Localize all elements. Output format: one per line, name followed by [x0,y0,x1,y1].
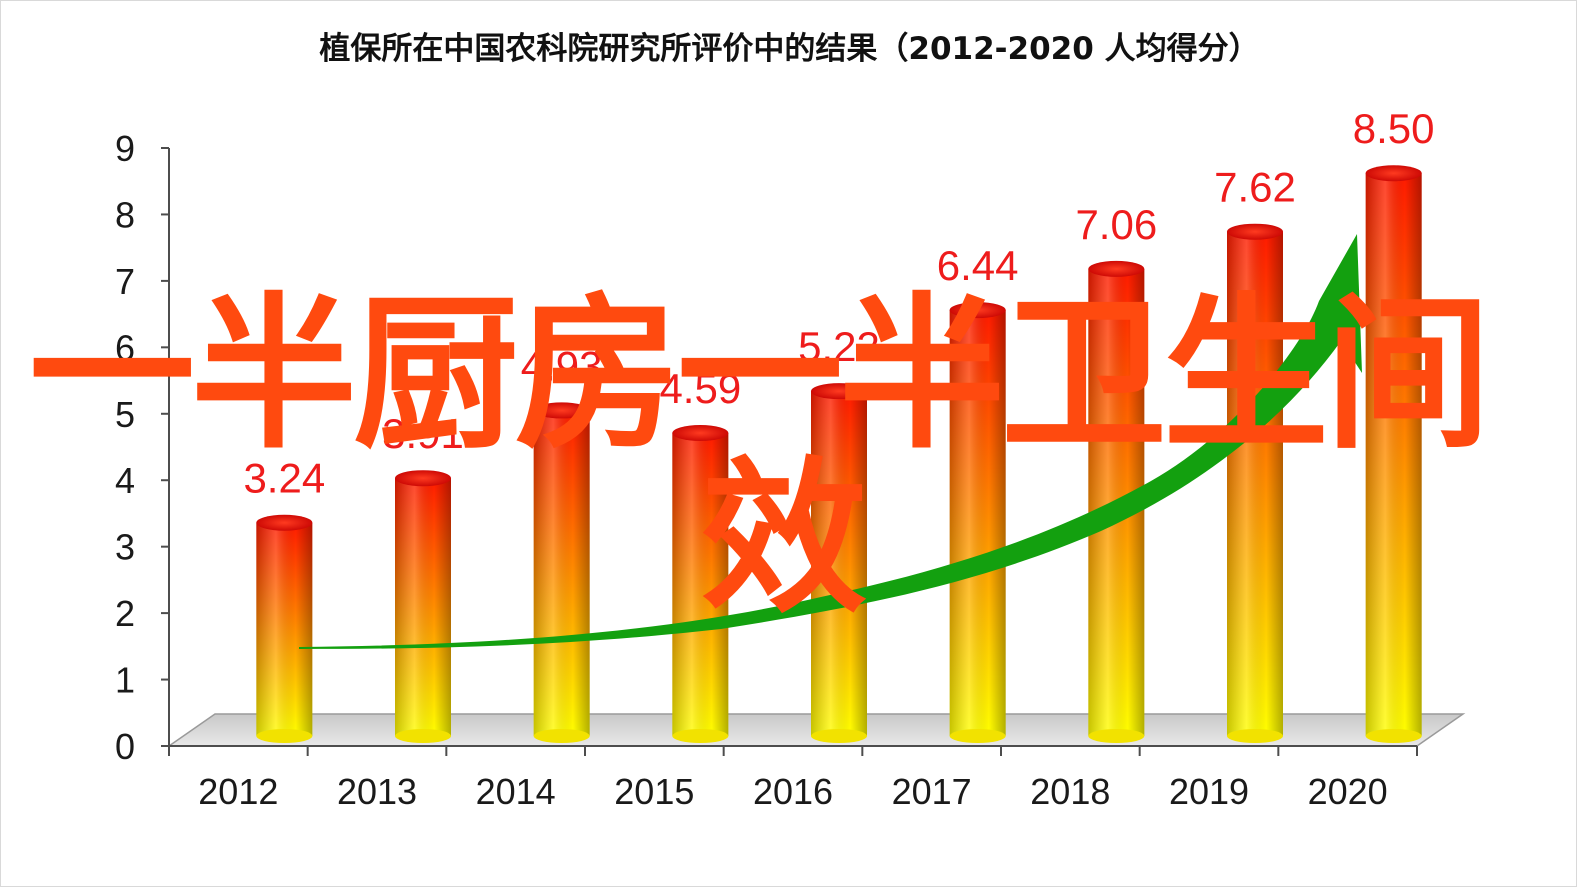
bar-cap [395,470,451,487]
data-label: 7.62 [1214,164,1296,211]
bar-cap [256,514,313,531]
bar [811,383,867,743]
data-label: 3.24 [243,455,325,502]
y-tick-label: 8 [115,194,135,235]
y-tick-label: 5 [115,394,135,435]
y-tick-label: 6 [115,327,135,368]
bar-shading [1365,173,1422,736]
data-label: 4.59 [659,365,741,412]
y-ticks: 0 1 2 3 4 5 6 7 8 9 [115,128,169,767]
bar [949,302,1006,743]
data-label: 4.93 [521,342,603,389]
bar-base [256,729,313,743]
y-tick-label: 2 [115,593,135,634]
y-tick-label: 0 [115,726,135,767]
bar-cap [1088,260,1145,277]
bar-shading [1227,231,1283,736]
bar-cap [1365,165,1422,182]
bar-shading [395,478,451,736]
bar-cap [533,402,590,419]
bar-shading [256,522,313,736]
bar [1365,165,1422,743]
x-tick-label: 2019 [1169,771,1249,812]
bar-shading [949,310,1006,736]
x-tick-label: 2013 [337,771,417,812]
y-tick-label: 9 [115,128,135,169]
bars [256,165,1422,743]
x-ticks: 2012 2013 2014 2015 2016 2017 2018 2019 2020 [168,746,1418,812]
data-label: 8.50 [1353,105,1435,152]
bar-cap [949,302,1006,319]
bar-shading [811,391,867,736]
bar-base [395,729,451,743]
bar-base [1088,729,1145,743]
x-tick-label: 2016 [753,771,833,812]
x-tick-label: 2018 [1030,771,1110,812]
bar-base [672,729,729,743]
watermark-text-line1: 一半厨房一半卫生间 [29,279,1491,472]
data-label: 5.22 [798,323,880,370]
y-tick-label: 7 [115,261,135,302]
bar-base [533,729,590,743]
data-label: 7.06 [1075,201,1157,248]
bar [256,514,313,743]
bar-shading [533,410,590,736]
data-label: 3.91 [382,410,464,457]
y-tick-label: 1 [115,660,135,701]
x-tick-label: 2017 [892,771,972,812]
bar-cap [811,383,867,400]
bar-cap [1227,223,1283,240]
bar-shading [672,433,729,736]
bar-base [1365,729,1422,743]
x-tick-label: 2012 [198,771,278,812]
bar [1227,223,1283,743]
bar-base [1227,729,1283,743]
bar-base [949,729,1006,743]
x-tick-label: 2014 [476,771,556,812]
chart-title: 植保所在中国农科院研究所评价中的结果（2012-2020 人均得分） [319,31,1260,67]
x-tick-label: 2015 [614,771,694,812]
bar [672,425,729,743]
data-label: 6.44 [937,242,1019,289]
bar [395,470,451,743]
watermark-text-line2: 效 [701,443,867,636]
bar-base [811,729,867,743]
y-tick-label: 4 [115,460,135,501]
y-tick-label: 3 [115,527,135,568]
bar [533,402,590,743]
bar-cap [672,425,729,442]
data-labels: 3.24 3.91 4.93 4.59 5.22 6.44 7.06 7.62 8.50 [243,105,1434,501]
x-tick-label: 2020 [1308,771,1388,812]
